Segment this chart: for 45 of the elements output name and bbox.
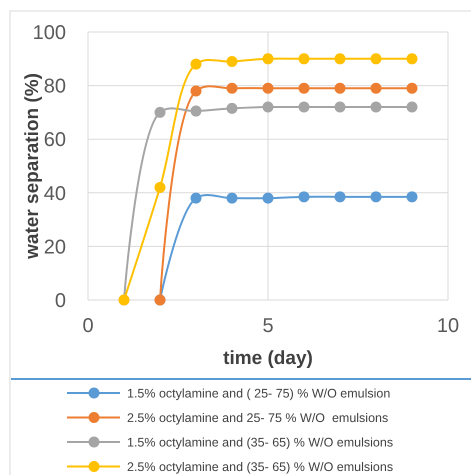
point [190, 58, 202, 70]
point [406, 191, 418, 202]
point [370, 82, 382, 94]
point [334, 82, 346, 94]
point [154, 182, 166, 193]
legend-label: 1.5% octylamine and (35- 65) % W/O emulsions [127, 435, 394, 450]
point [298, 191, 310, 202]
point [334, 53, 346, 64]
point [226, 56, 238, 67]
point [298, 53, 310, 64]
point [370, 102, 382, 113]
point [190, 85, 202, 96]
y-tick-label: 80 [44, 76, 66, 98]
point [334, 191, 346, 202]
point [190, 106, 202, 117]
legend-label: 2.5% octylamine and 25- 75 % W/O emulsions [127, 410, 388, 425]
point [334, 102, 346, 113]
y-tick-label: 20 [44, 236, 66, 258]
point [298, 82, 310, 94]
y-tick-label: 100 [32, 22, 66, 44]
legend-label: 1.5% octylamine and ( 25- 75) % W/O emulsion [127, 386, 390, 400]
point [154, 106, 166, 118]
point [190, 192, 202, 204]
point [226, 82, 238, 94]
point [262, 102, 274, 113]
point [370, 53, 382, 64]
point [370, 191, 382, 202]
y-tick-label: 0 [54, 290, 66, 312]
y-tick-label: 40 [44, 182, 66, 205]
y-tick-label: 60 [44, 129, 66, 152]
point [406, 102, 418, 113]
x-tick-label: 5 [262, 315, 274, 337]
point [226, 102, 238, 114]
x-tick-label: 10 [436, 315, 460, 337]
point [262, 82, 274, 94]
y-axis-title: water separation (%) [22, 73, 43, 260]
point [226, 192, 238, 204]
point [262, 192, 274, 204]
point [262, 53, 274, 64]
point [298, 102, 310, 113]
legend-label: 2.5% octylamine and (35- 65) % W/O emulsions [127, 460, 394, 474]
x-tick-label: 0 [82, 315, 94, 337]
x-axis-title: time (day) [223, 348, 313, 369]
point [406, 82, 418, 94]
point [406, 53, 418, 64]
